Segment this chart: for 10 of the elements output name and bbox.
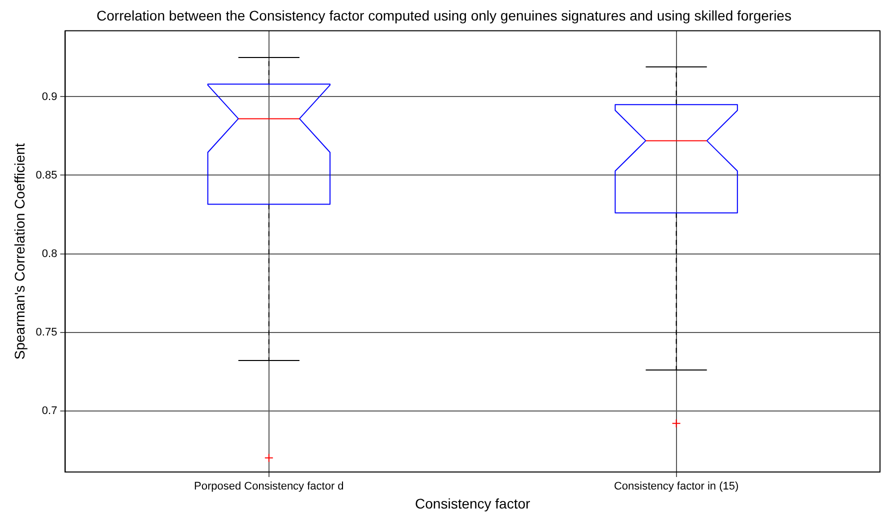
y-tick-label: 0.75 — [36, 326, 58, 338]
y-tick-label: 0.85 — [36, 169, 58, 182]
y-axis-title: Spearman's Correlation Coefficient — [11, 143, 28, 360]
x-axis-title: Consistency factor — [415, 495, 531, 512]
x-tick-label: Porposed Consistency factor d — [194, 480, 344, 493]
y-tick-label: 0.9 — [42, 90, 58, 103]
chart-title: Correlation between the Consistency factor computed using only genuines signatures and using skilled forgeries — [96, 7, 792, 24]
y-tick-label: 0.7 — [42, 404, 58, 417]
y-tick-label: 0.8 — [42, 248, 58, 260]
x-tick-label: Consistency factor in (15) — [614, 480, 739, 493]
